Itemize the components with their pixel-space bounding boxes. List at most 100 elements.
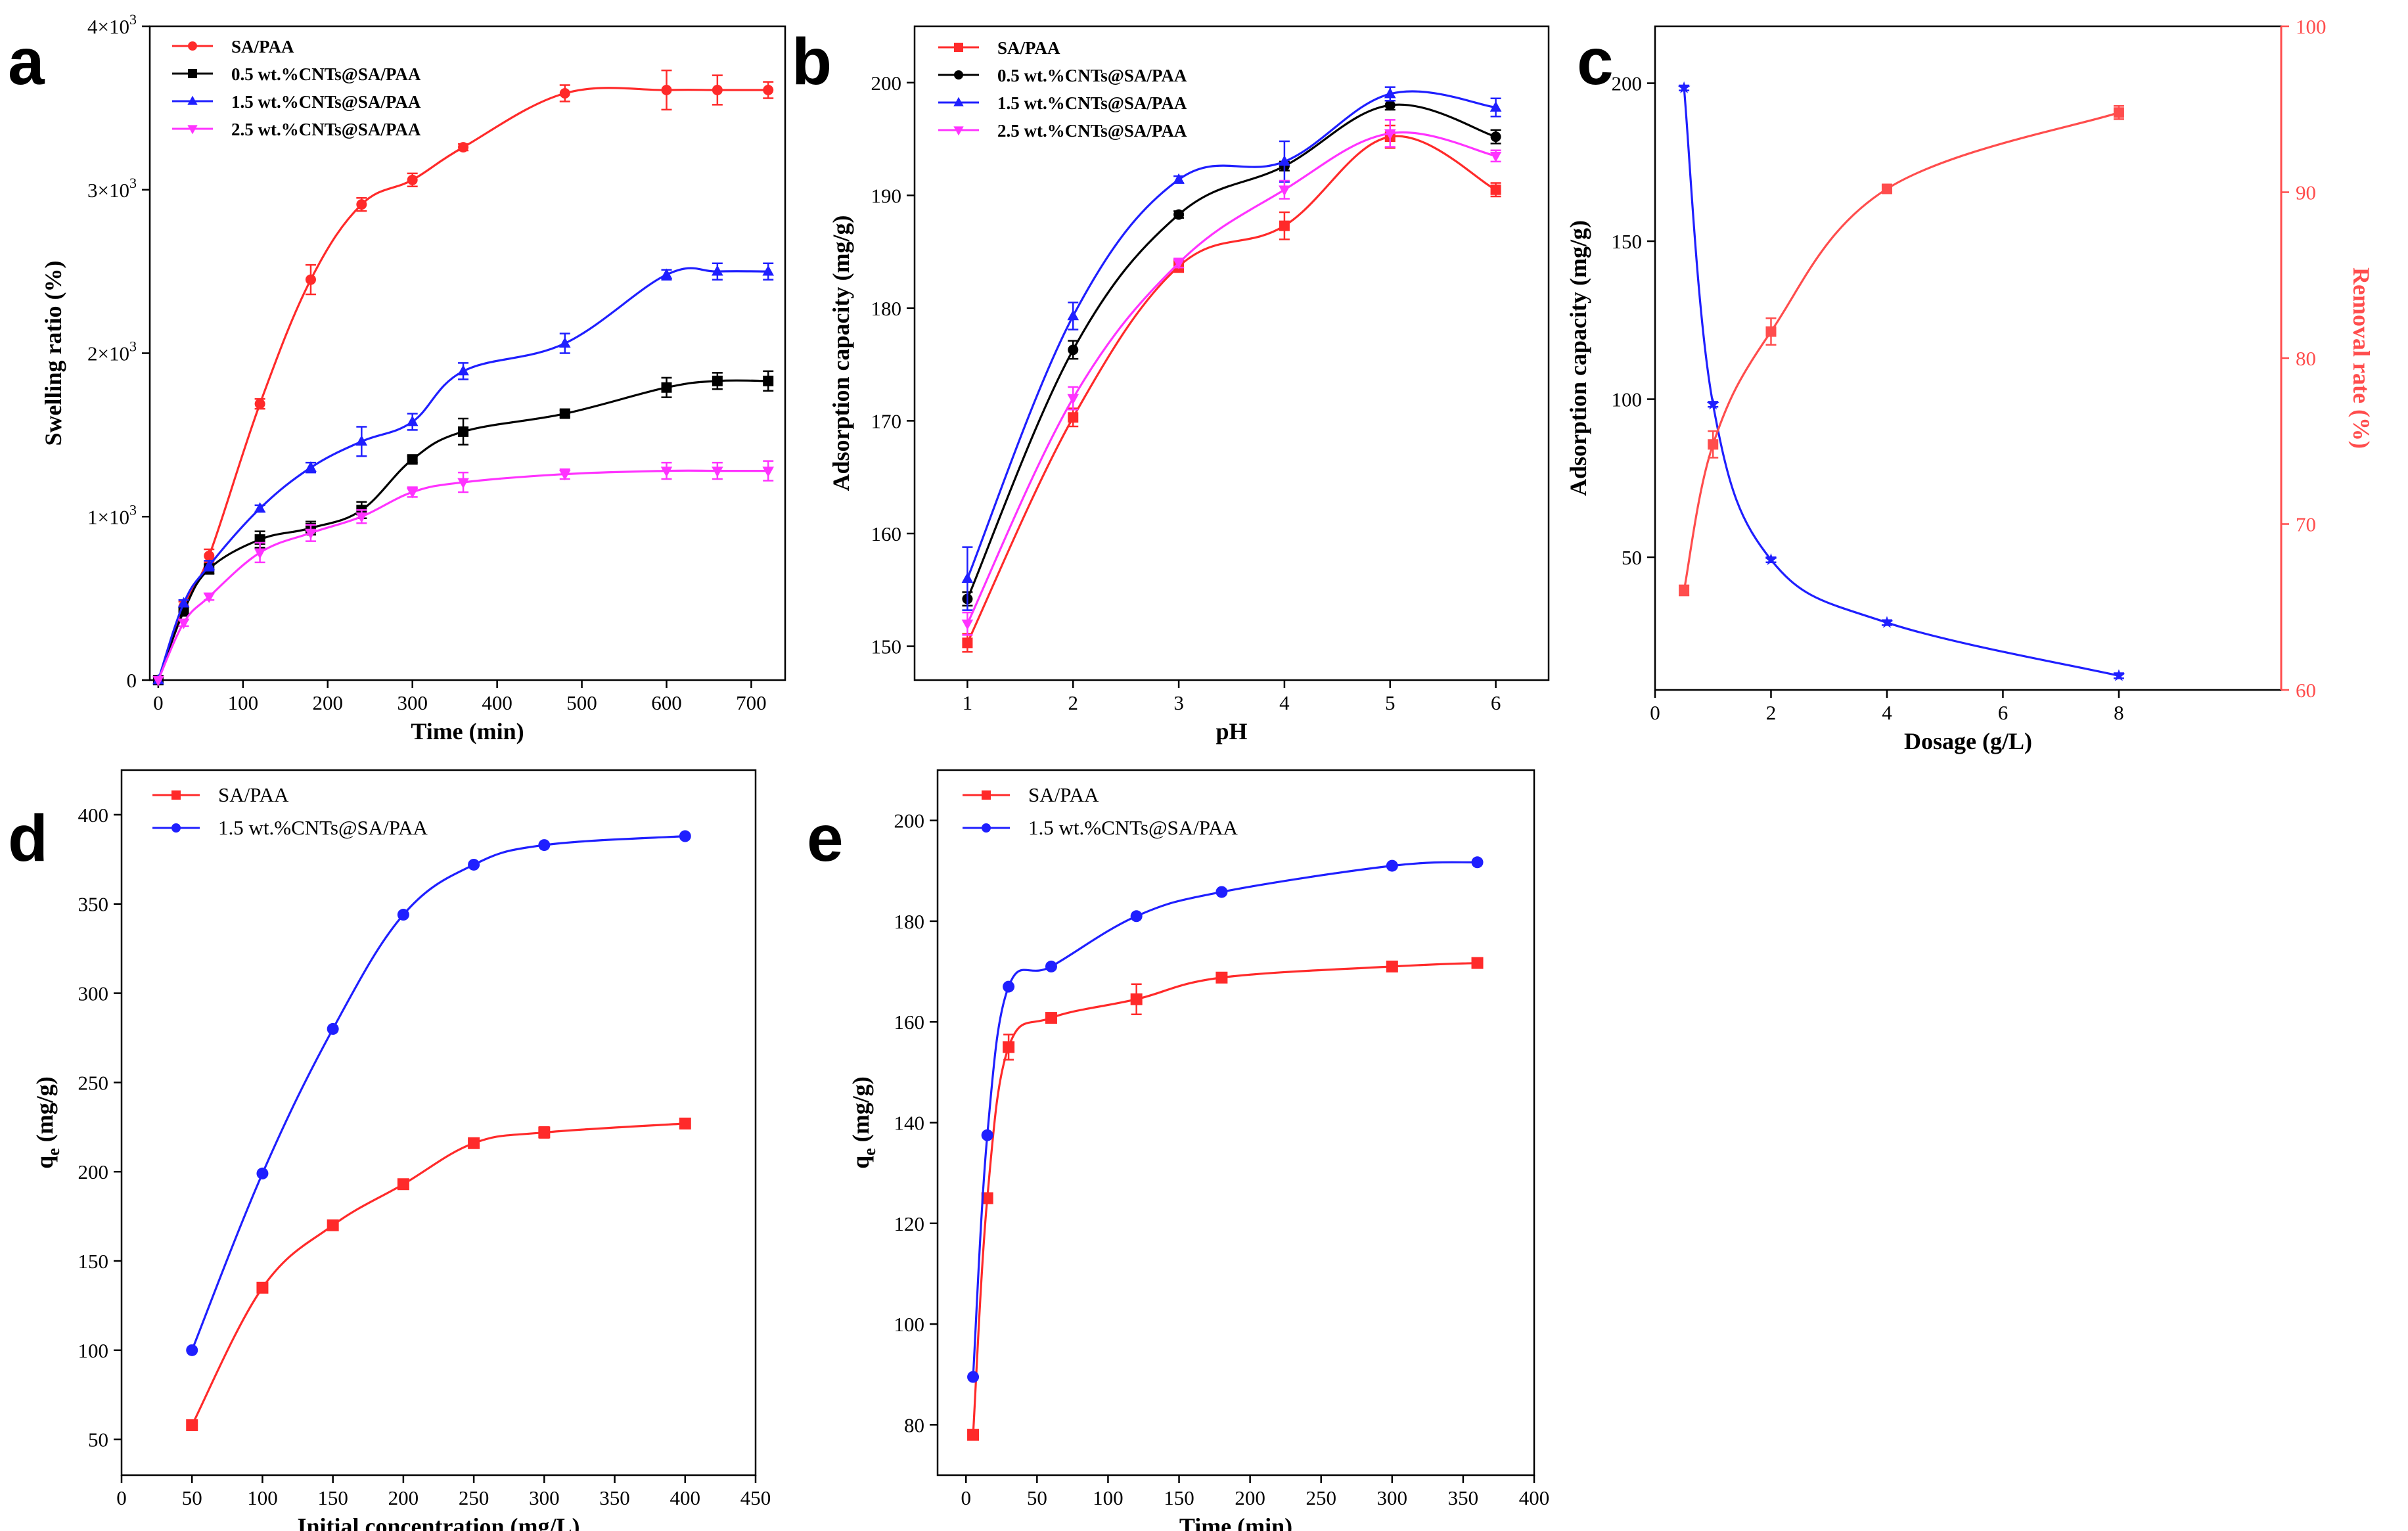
- series-b-2: [961, 86, 1502, 611]
- data-point: [186, 1344, 198, 1356]
- plot-frame: [120, 769, 757, 1476]
- data-point: [204, 550, 215, 561]
- series-b-3: [961, 119, 1502, 636]
- legend-label: 0.5 wt.%CNTs@SA/PAA: [997, 66, 1187, 85]
- legend-item: 2.5 wt.%CNTs@SA/PAA: [938, 121, 1187, 141]
- data-point: [468, 1137, 480, 1149]
- x-tick-label: 5: [1385, 691, 1396, 714]
- data-point: [538, 839, 551, 852]
- series-e-1: [967, 856, 1484, 1383]
- legend-marker: [188, 69, 197, 78]
- y-axis-title: qe (mg/g): [32, 1076, 63, 1169]
- x-tick-label: 150: [1164, 1486, 1194, 1509]
- series-line: [966, 103, 1497, 600]
- data-point: [327, 1219, 339, 1231]
- y-tick-label: 400: [78, 804, 109, 827]
- x-tick-label: 0: [1650, 701, 1660, 724]
- legend-marker: [954, 43, 963, 52]
- data-point: [1384, 87, 1396, 99]
- data-point: [256, 1281, 269, 1294]
- legend-marker: [954, 70, 963, 80]
- data-point: [661, 85, 672, 96]
- data-point: [1279, 220, 1290, 231]
- data-point: [558, 470, 571, 481]
- y-tick-label: 3×103: [87, 175, 137, 202]
- x-tick-label: 200: [1235, 1486, 1265, 1509]
- x-tick-label: 100: [228, 691, 259, 714]
- panel-e: e 0 50 100 150 200 250 300 350 400 80 100 120 140 160 1…: [807, 769, 1549, 1531]
- y-tick-label: 170: [871, 409, 902, 432]
- legend-marker: [187, 125, 198, 135]
- data-point: [1045, 1012, 1057, 1024]
- x-axis-title: Time (min): [1179, 1513, 1292, 1531]
- x-tick-label: 400: [670, 1486, 701, 1509]
- legend-item: SA/PAA: [172, 37, 294, 57]
- y-tick-label: 200: [894, 810, 925, 833]
- x-tick-label: 250: [459, 1486, 489, 1509]
- data-point: [457, 478, 469, 489]
- legend-label: 1.5 wt.%CNTs@SA/PAA: [231, 92, 421, 112]
- data-point: [1130, 993, 1143, 1005]
- legend-label: 0.5 wt.%CNTs@SA/PAA: [231, 64, 421, 84]
- x-tick-label: 100: [247, 1486, 278, 1509]
- y-tick-label: 80: [904, 1413, 924, 1436]
- data-point: [152, 675, 164, 687]
- x-tick-label: 50: [1027, 1486, 1047, 1509]
- series-line: [1683, 111, 2120, 591]
- y-tick-label: 150: [1612, 230, 1643, 253]
- data-point: [1003, 1041, 1015, 1053]
- legend-label: SA/PAA: [997, 38, 1060, 58]
- y-axis-title: Adsorption capacity (mg/g): [828, 216, 854, 491]
- legend-item: 1.5 wt.%CNTs@SA/PAA: [938, 93, 1187, 113]
- x-tick-label: 50: [182, 1486, 202, 1509]
- data-point: [254, 398, 265, 409]
- series-line: [1683, 87, 2120, 677]
- data-point: [458, 426, 469, 437]
- y-axis-title: Swelling ratio (%): [40, 261, 66, 446]
- panel-a: a 0 100 200 300 400 500 600 700 0 1×103 2×103 3×103 4…: [8, 11, 786, 744]
- data-point: [1068, 412, 1079, 423]
- data-point: [1490, 131, 1501, 143]
- series-line: [972, 961, 1478, 1435]
- panel-letter: a: [8, 25, 45, 99]
- legend-label: 2.5 wt.%CNTs@SA/PAA: [231, 120, 421, 139]
- series-line: [966, 90, 1496, 580]
- data-point: [1215, 971, 1228, 984]
- y-tick-label: 200: [871, 72, 902, 95]
- x-tick-label: 300: [397, 691, 428, 714]
- y-tick-label: 150: [78, 1250, 109, 1273]
- legend-label: 1.5 wt.%CNTs@SA/PAA: [218, 816, 428, 839]
- data-point: [397, 1178, 409, 1191]
- data-point: [203, 592, 216, 603]
- data-point: [406, 488, 419, 499]
- x-tick-label: 350: [1448, 1486, 1479, 1509]
- data-point: [712, 85, 723, 96]
- y-tick-label: 100: [894, 1313, 925, 1336]
- series-line: [966, 135, 1497, 644]
- data-point: [1173, 258, 1185, 269]
- x-tick-label: 6: [1998, 701, 2009, 724]
- x-tick-label: 4: [1279, 691, 1290, 714]
- y-axis-title: Adsorption capacity (mg/g): [1565, 220, 1591, 496]
- x-tick-label: 3: [1173, 691, 1184, 714]
- data-point: [256, 1167, 269, 1179]
- data-point: [712, 265, 723, 276]
- panel-c: c 0 2 4 6 8 50 100 150 200 60 70 80 90 100 Dosage (g/L)…: [1565, 15, 2374, 754]
- data-point: [305, 528, 317, 539]
- y-tick-label: 1×103: [87, 501, 137, 528]
- y-tick-label: 350: [78, 893, 109, 916]
- legend-item: 0.5 wt.%CNTs@SA/PAA: [938, 66, 1187, 85]
- data-point: [407, 174, 418, 185]
- y-tick-label: 160: [871, 522, 902, 545]
- data-point: [305, 461, 317, 472]
- legend-item: 1.5 wt.%CNTs@SA/PAA: [152, 816, 428, 839]
- x-axis-title: Initial concentration (mg/L): [298, 1513, 580, 1531]
- panel-letter: c: [1577, 25, 1614, 99]
- x-tick-label: 600: [651, 691, 682, 714]
- data-point: [660, 467, 673, 478]
- y-tick-label: 120: [894, 1212, 925, 1235]
- legend-item: 1.5 wt.%CNTs@SA/PAA: [172, 92, 421, 112]
- data-point: [981, 1192, 993, 1204]
- legend-marker: [953, 126, 964, 136]
- data-point: [1003, 980, 1015, 993]
